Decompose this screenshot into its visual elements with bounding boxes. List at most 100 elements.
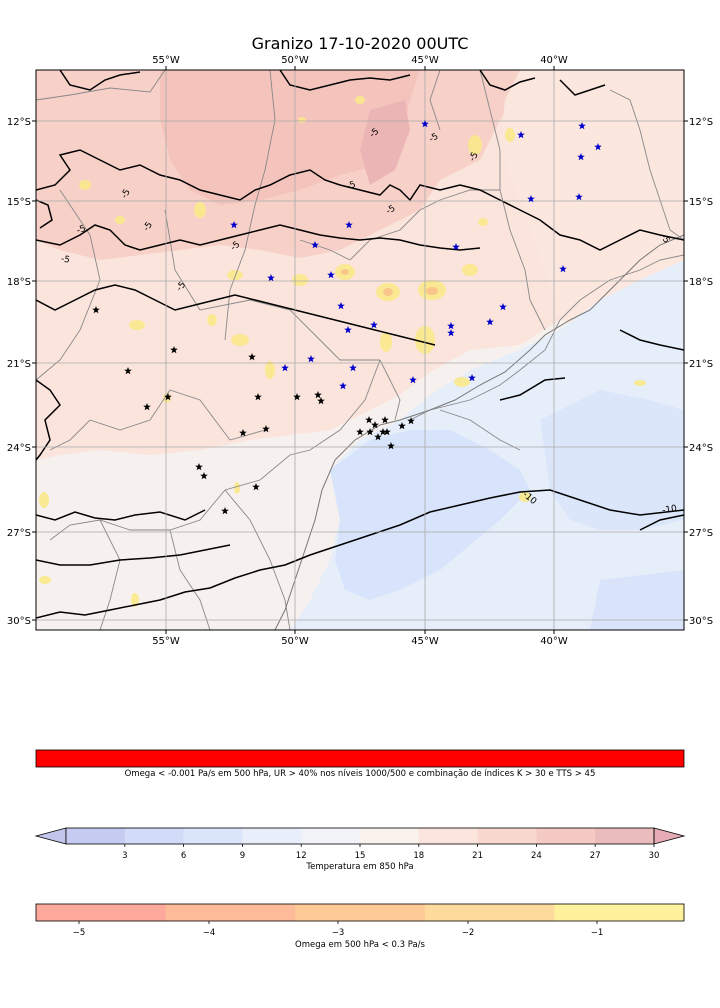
omega-color-segment [554, 904, 685, 921]
criteria-colorbar-label: Omega < -0.001 Pa/s em 500 hPa, UR > 40%… [124, 769, 596, 779]
contour-label: -5 [428, 132, 441, 145]
omega-color-segment [424, 904, 555, 921]
station-star-black [239, 429, 247, 437]
cool-region-se [590, 570, 684, 630]
station-star-black [398, 422, 406, 430]
station-star-black [124, 367, 132, 375]
station-star-blue [421, 120, 429, 128]
station-star-blue [370, 321, 378, 329]
station-star-blue [344, 326, 352, 334]
station-star-black [374, 433, 382, 441]
contour-label: -5 [120, 188, 133, 201]
contour-label: -5 [75, 224, 87, 236]
lat-tick-label: 12°S [7, 117, 31, 128]
station-stars [92, 120, 602, 515]
station-star-black [356, 428, 364, 436]
temp-tick-label: 12 [296, 851, 307, 861]
station-star-blue [577, 153, 585, 161]
station-star-black [254, 393, 262, 401]
temp-color-segment [360, 828, 420, 844]
station-star-black [164, 393, 172, 401]
temp-tick-label: 15 [355, 851, 366, 861]
station-star-black [387, 442, 395, 450]
map-title: Granizo 17-10-2020 00UTC [251, 34, 469, 53]
map-frame [35, 69, 685, 631]
temp-color-segment [301, 828, 361, 844]
contour-label: -5 [385, 204, 398, 217]
lon-tick-label: 45°W [411, 636, 439, 647]
station-star-blue [337, 302, 345, 310]
cool-region-strong-east [540, 390, 684, 530]
lat-tick-label: 30°S [689, 616, 713, 627]
lat-tick-label: 24°S [689, 443, 713, 454]
station-star-black [252, 483, 260, 491]
station-star-black [170, 346, 178, 354]
state-borders [36, 70, 684, 630]
station-star-black [407, 417, 415, 425]
lat-tick-label: 27°S [7, 528, 31, 539]
temp-tick-label: 30 [649, 851, 660, 861]
lon-tick-label: 40°W [540, 636, 568, 647]
station-star-blue [349, 364, 357, 372]
station-star-black [293, 393, 301, 401]
temp-tick-label: 18 [413, 851, 424, 861]
temp-color-segment [595, 828, 655, 844]
lon-tick-label: 55°W [152, 55, 180, 66]
station-star-blue [267, 274, 275, 282]
station-star-black [262, 425, 270, 433]
station-star-black [200, 472, 208, 480]
lat-tick-label: 15°S [7, 197, 31, 208]
lat-tick-label: 30°S [7, 616, 31, 627]
temp-underflow-triangle [34, 827, 67, 845]
contour-label: -5 [60, 254, 71, 265]
lat-tick-label: 18°S [689, 277, 713, 288]
omega-tick-label: −1 [591, 928, 604, 938]
station-star-black [381, 416, 389, 424]
lon-tick-label: 50°W [281, 636, 309, 647]
graticule [36, 70, 684, 630]
contour-label: -5 [468, 151, 481, 164]
omega-blobs-orange [341, 269, 438, 296]
station-star-blue [307, 355, 315, 363]
station-star-black [317, 397, 325, 405]
temperature-colorbar-label: Temperatura em 850 hPa [306, 862, 414, 872]
station-star-black [365, 416, 373, 424]
temp-overflow-triangle [653, 827, 686, 845]
omega-tick-label: −3 [332, 928, 345, 938]
omega-color-segment [165, 904, 296, 921]
temp-color-segment [536, 828, 596, 844]
warm-region-core [160, 70, 420, 205]
station-star-blue [339, 382, 347, 390]
cool-region-strong [330, 430, 530, 600]
temp-color-segment [66, 828, 126, 844]
temp-color-segment [242, 828, 302, 844]
contour-label: -5 [658, 233, 671, 246]
contour-lines [36, 70, 684, 619]
station-star-blue [447, 322, 455, 330]
omega-tick-label: −2 [462, 928, 475, 938]
station-star-blue [578, 122, 586, 130]
station-star-blue [486, 318, 494, 326]
ne-light-region [500, 70, 684, 330]
coastline [274, 234, 684, 630]
station-star-black [143, 403, 151, 411]
lat-tick-label: 21°S [7, 359, 31, 370]
lat-tick-label: 24°S [7, 443, 31, 454]
station-star-blue [327, 271, 335, 279]
lon-tick-label: 55°W [152, 636, 180, 647]
temp-color-segment [183, 828, 243, 844]
station-star-blue [517, 131, 525, 139]
temperature-colorbar: 3 6 9 12 15 18 21 24 27 30 [34, 827, 686, 861]
station-star-blue [281, 364, 289, 372]
omega-color-segment [295, 904, 426, 921]
station-star-black [248, 353, 256, 361]
temp-tick-label: 24 [531, 851, 542, 861]
temp-tick-label: 6 [181, 851, 186, 861]
station-star-blue [447, 329, 455, 337]
station-star-blue [559, 265, 567, 273]
lat-tick-label: 15°S [689, 197, 713, 208]
contour-label: -10 [662, 504, 678, 516]
temp-color-segment [124, 828, 184, 844]
lat-tick-label: 18°S [7, 277, 31, 288]
